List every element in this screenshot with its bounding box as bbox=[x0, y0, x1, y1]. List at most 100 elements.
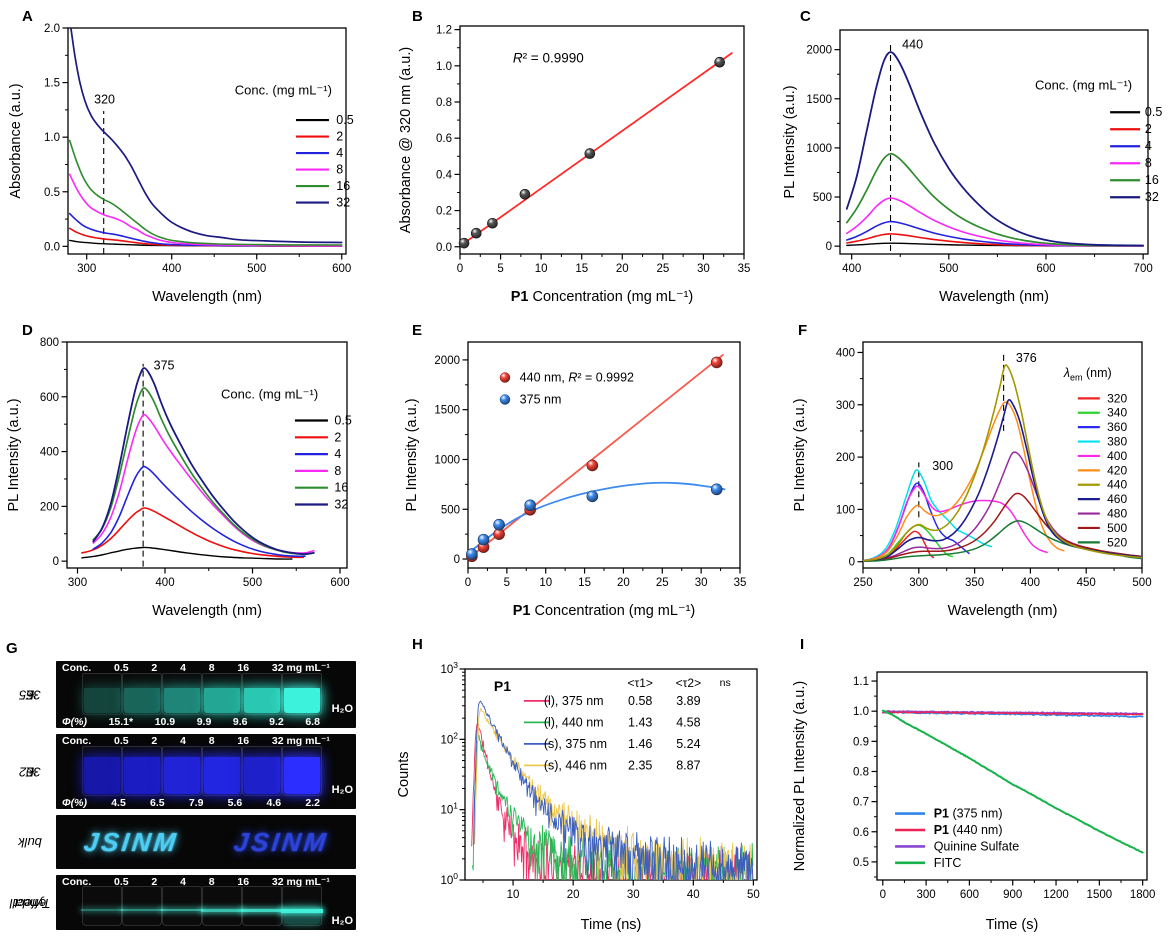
svg-text:300: 300 bbox=[932, 459, 953, 473]
svg-text:460: 460 bbox=[1107, 492, 1127, 506]
svg-text:4: 4 bbox=[336, 146, 343, 160]
svg-text:400: 400 bbox=[842, 263, 861, 275]
svg-text:1000: 1000 bbox=[434, 454, 460, 466]
svg-text:500: 500 bbox=[1132, 577, 1151, 589]
svg-text:0.0: 0.0 bbox=[44, 241, 60, 253]
svg-text:PL Intensity (a.u.): PL Intensity (a.u.) bbox=[792, 398, 808, 511]
svg-text:16: 16 bbox=[336, 179, 350, 193]
svg-text:440: 440 bbox=[902, 38, 923, 52]
svg-text:5: 5 bbox=[504, 577, 510, 589]
svg-text:1.0: 1.0 bbox=[44, 132, 60, 144]
svg-text:0.5: 0.5 bbox=[853, 857, 869, 869]
svg-text:250: 250 bbox=[853, 577, 872, 589]
svg-text:600: 600 bbox=[960, 889, 979, 901]
svg-text:100: 100 bbox=[836, 504, 855, 516]
svg-text:100: 100 bbox=[440, 871, 458, 887]
svg-text:0.8: 0.8 bbox=[436, 97, 452, 109]
svg-text:700: 700 bbox=[1134, 263, 1153, 275]
svg-text:20: 20 bbox=[567, 889, 580, 901]
svg-text:0: 0 bbox=[880, 889, 886, 901]
svg-text:2: 2 bbox=[334, 430, 341, 444]
svg-text:8.87: 8.87 bbox=[676, 758, 700, 772]
svg-text:1800: 1800 bbox=[1130, 889, 1156, 901]
svg-text:600: 600 bbox=[332, 263, 351, 275]
svg-text:0.8: 0.8 bbox=[853, 766, 869, 778]
panel-h: H 10 20 30 40 50 100 101 102 103 Time (ns) Counts <… bbox=[394, 632, 780, 944]
svg-text:<τ1>: <τ1> bbox=[627, 676, 652, 690]
panel-f-label: F bbox=[798, 322, 808, 339]
svg-text:376: 376 bbox=[1016, 351, 1037, 365]
svg-text:32: 32 bbox=[1145, 190, 1159, 204]
svg-text:32: 32 bbox=[336, 196, 350, 210]
svg-text:10: 10 bbox=[507, 889, 520, 901]
chart-i-photostability: 0 300 600 900 1200 1500 1800 0.5 0.6 0.7 0.8 0.9 1.0… bbox=[792, 671, 1156, 933]
svg-text:0: 0 bbox=[826, 241, 832, 253]
svg-text:0.58: 0.58 bbox=[628, 694, 652, 708]
panel-h-label: H bbox=[412, 636, 423, 653]
svg-text:440 nm, R² = 0.9992: 440 nm, R² = 0.9992 bbox=[520, 371, 634, 385]
panel-g-label: G bbox=[6, 640, 18, 657]
panel-d-label: D bbox=[22, 322, 33, 339]
svg-text:102: 102 bbox=[440, 730, 458, 746]
svg-text:2.0: 2.0 bbox=[44, 23, 60, 35]
svg-text:0.5: 0.5 bbox=[44, 187, 60, 199]
svg-text:0.5: 0.5 bbox=[334, 413, 351, 427]
svg-text:8: 8 bbox=[336, 163, 343, 177]
svg-text:(s), 446 nm: (s), 446 nm bbox=[544, 758, 607, 772]
svg-text:Conc. (mg mL⁻¹): Conc. (mg mL⁻¹) bbox=[1035, 77, 1132, 92]
svg-text:450: 450 bbox=[1077, 577, 1096, 589]
svg-text:400: 400 bbox=[40, 447, 59, 459]
svg-text:P1 (440 nm): P1 (440 nm) bbox=[934, 823, 1003, 837]
panel-e: E 0 5 10 15 20 25 30 35 0 500 1000 1500 2000 P1 Conce… bbox=[394, 318, 780, 630]
svg-text:600: 600 bbox=[330, 577, 349, 589]
svg-text:20: 20 bbox=[616, 263, 629, 275]
svg-text:Counts: Counts bbox=[396, 752, 412, 798]
svg-text:600: 600 bbox=[1036, 263, 1055, 275]
svg-text:900: 900 bbox=[1003, 889, 1022, 901]
svg-text:350: 350 bbox=[965, 577, 984, 589]
svg-text:500: 500 bbox=[813, 192, 832, 204]
svg-text:Time (ns): Time (ns) bbox=[581, 917, 642, 933]
panel-a-label: A bbox=[22, 8, 33, 25]
svg-text:300: 300 bbox=[68, 577, 87, 589]
photo-row-2: bulk JSINM JSINM bbox=[4, 815, 356, 869]
svg-text:101: 101 bbox=[440, 801, 458, 817]
svg-text:103: 103 bbox=[440, 660, 458, 676]
svg-text:Absorbance (a.u.): Absorbance (a.u.) bbox=[8, 83, 24, 198]
svg-text:320: 320 bbox=[1107, 391, 1127, 405]
svg-text:P1 Concentration (mg mL⁻¹): P1 Concentration (mg mL⁻¹) bbox=[513, 603, 696, 619]
svg-text:1500: 1500 bbox=[806, 94, 832, 106]
svg-text:0.4: 0.4 bbox=[436, 169, 453, 181]
svg-text:1200: 1200 bbox=[1043, 889, 1069, 901]
svg-text:0.2: 0.2 bbox=[436, 206, 452, 218]
svg-text:2: 2 bbox=[336, 130, 343, 144]
svg-text:0: 0 bbox=[53, 556, 59, 568]
svg-text:PL Intensity (a.u.): PL Intensity (a.u.) bbox=[6, 398, 22, 511]
svg-text:0.6: 0.6 bbox=[853, 827, 869, 839]
svg-text:2000: 2000 bbox=[434, 355, 460, 367]
chart-c-pl-spectra-440: 400 500 600 700 0 500 1000 1500 2000 Wavelength (… bbox=[782, 29, 1162, 305]
svg-text:35: 35 bbox=[738, 263, 751, 275]
svg-text:1.46: 1.46 bbox=[628, 737, 652, 751]
svg-text:800: 800 bbox=[40, 337, 59, 349]
svg-text:3.89: 3.89 bbox=[676, 694, 700, 708]
photo-row-3: Tyndall effect Conc. 0.5 2 4 8 16 32 mg mL⁻¹ H₂O bbox=[4, 875, 356, 930]
panel-c: C 400 500 600 700 0 500 1000 1500 2000 Wavelength… bbox=[782, 4, 1168, 316]
svg-text:Wavelength (nm): Wavelength (nm) bbox=[152, 289, 262, 305]
chart-a-absorbance-spectra: 300 400 500 600 0.0 0.5 1.0 1.5 2.0 Wavelength (n… bbox=[8, 23, 354, 305]
svg-text:0.5: 0.5 bbox=[336, 113, 353, 127]
svg-text:5.24: 5.24 bbox=[676, 737, 700, 751]
svg-text:(l), 375 nm: (l), 375 nm bbox=[544, 694, 604, 708]
svg-text:420: 420 bbox=[1107, 463, 1127, 477]
svg-text:0.9: 0.9 bbox=[853, 736, 869, 748]
svg-text:Absorbance @ 320 nm (a.u.): Absorbance @ 320 nm (a.u.) bbox=[398, 47, 414, 233]
svg-text:400: 400 bbox=[155, 577, 174, 589]
svg-text:4.58: 4.58 bbox=[676, 715, 700, 729]
svg-text:30: 30 bbox=[627, 889, 640, 901]
svg-text:480: 480 bbox=[1107, 507, 1127, 521]
svg-text:15: 15 bbox=[578, 577, 591, 589]
svg-text:320: 320 bbox=[94, 92, 115, 106]
svg-text:PL Intensity (a.u.): PL Intensity (a.u.) bbox=[782, 85, 798, 198]
